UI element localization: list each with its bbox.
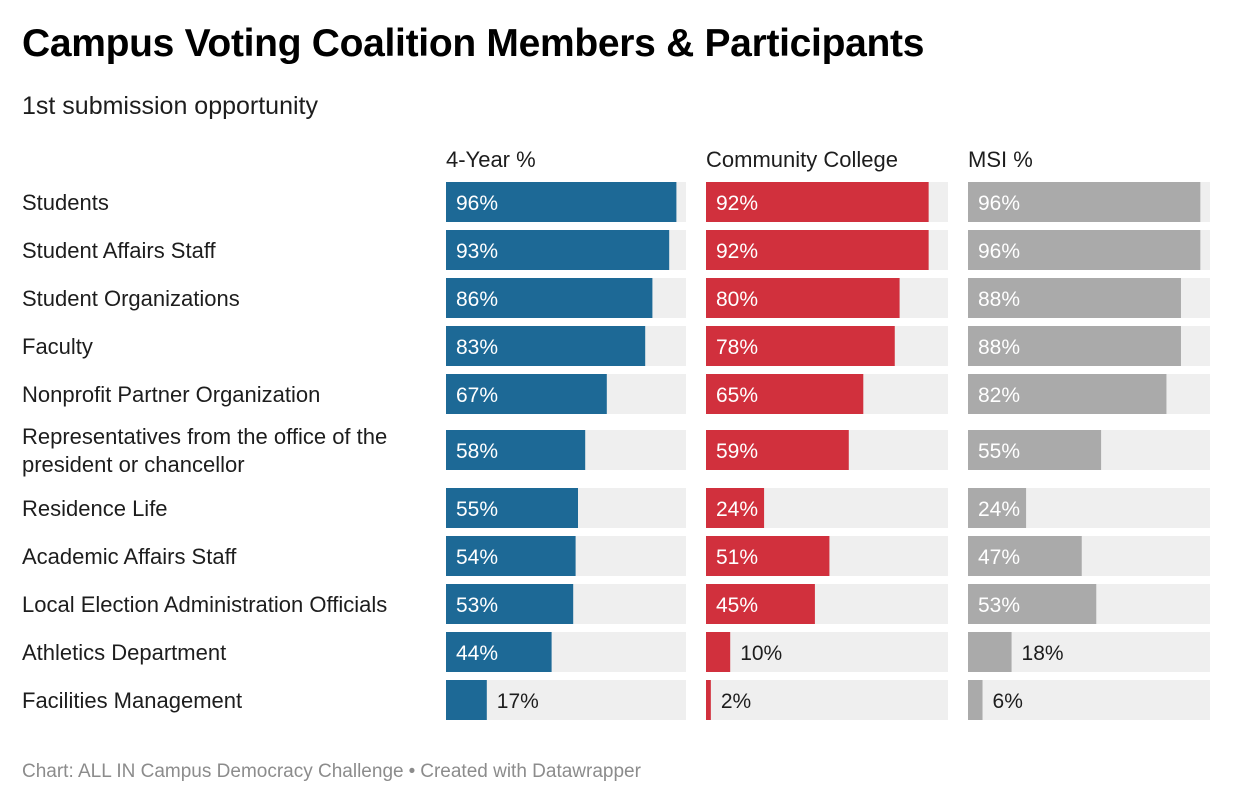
bar <box>446 230 670 270</box>
bar <box>446 430 586 470</box>
data-label: 47% <box>978 546 1020 569</box>
bar <box>446 584 574 624</box>
data-label: 58% <box>456 440 498 463</box>
bar <box>706 326 895 366</box>
data-label: 96% <box>456 192 498 215</box>
chart-footer: Chart: ALL IN Campus Democracy Challenge… <box>22 761 641 783</box>
category-label: Academic Affairs Staff <box>22 544 237 569</box>
bar <box>968 374 1167 414</box>
bar-track <box>706 680 948 720</box>
category-label: Faculty <box>22 334 93 359</box>
bar <box>446 278 653 318</box>
chart-title: Campus Voting Coalition Members & Partic… <box>22 22 925 65</box>
bar <box>968 278 1181 318</box>
footer-separator: • <box>408 761 416 782</box>
data-label: 54% <box>456 546 498 569</box>
data-label: 65% <box>716 384 758 407</box>
bar <box>446 488 578 528</box>
bar <box>706 488 765 528</box>
data-label: 86% <box>456 288 498 311</box>
bar-track <box>706 632 948 672</box>
bar <box>706 278 900 318</box>
category-label: Local Election Administration Officials <box>22 592 387 617</box>
bar <box>968 584 1097 624</box>
category-label: Student Organizations <box>22 286 240 311</box>
data-label: 96% <box>978 192 1020 215</box>
data-label: 88% <box>978 288 1020 311</box>
category-label: Nonprofit Partner Organization <box>22 382 320 407</box>
bar <box>968 632 1012 672</box>
data-label: 51% <box>716 546 758 569</box>
category-label: Student Affairs Staff <box>22 238 217 263</box>
bar <box>706 430 849 470</box>
bar <box>968 680 983 720</box>
bar <box>446 680 487 720</box>
bar-track <box>968 680 1210 720</box>
data-label: 53% <box>456 594 498 617</box>
bar <box>968 326 1181 366</box>
bar <box>446 374 607 414</box>
bar <box>706 374 864 414</box>
bar <box>706 632 731 672</box>
data-label: 44% <box>456 642 498 665</box>
data-label: 24% <box>716 498 758 521</box>
bar <box>968 182 1201 222</box>
column-header: MSI % <box>968 147 1033 172</box>
bar <box>446 632 552 672</box>
bar <box>446 182 677 222</box>
bar <box>706 584 815 624</box>
data-label: 2% <box>721 690 751 713</box>
column-header: 4-Year % <box>446 147 536 172</box>
bar <box>446 326 646 366</box>
data-label: 80% <box>716 288 758 311</box>
data-label: 92% <box>716 240 758 263</box>
data-label: 59% <box>716 440 758 463</box>
bar <box>706 536 830 576</box>
data-label: 82% <box>978 384 1020 407</box>
data-label: 6% <box>993 690 1023 713</box>
datawrapper-credit: Created with Datawrapper <box>420 761 641 782</box>
category-label: Residence Life <box>22 496 168 521</box>
data-label: 53% <box>978 594 1020 617</box>
data-label: 55% <box>456 498 498 521</box>
category-label: Students <box>22 190 109 215</box>
data-label: 93% <box>456 240 498 263</box>
data-label: 92% <box>716 192 758 215</box>
data-label: 96% <box>978 240 1020 263</box>
category-label: Athletics Department <box>22 640 226 665</box>
bar <box>446 536 576 576</box>
data-label: 45% <box>716 594 758 617</box>
source-credit: Chart: ALL IN Campus Democracy Challenge <box>22 761 404 782</box>
data-label: 18% <box>1022 642 1064 665</box>
data-label: 67% <box>456 384 498 407</box>
bar <box>968 536 1082 576</box>
chart-subtitle: 1st submission opportunity <box>22 92 318 120</box>
bar <box>706 182 929 222</box>
data-label: 17% <box>497 690 539 713</box>
column-header: Community College <box>706 147 898 172</box>
category-label: Facilities Management <box>22 688 242 713</box>
bar <box>968 230 1201 270</box>
data-label: 10% <box>740 642 782 665</box>
data-label: 24% <box>978 498 1020 521</box>
data-label: 83% <box>456 336 498 359</box>
category-label: Representatives from the office of the pr… <box>22 424 387 477</box>
bar <box>968 430 1102 470</box>
bar <box>706 230 929 270</box>
bar <box>706 680 711 720</box>
bar <box>968 488 1027 528</box>
data-label: 88% <box>978 336 1020 359</box>
data-label: 55% <box>978 440 1020 463</box>
data-label: 78% <box>716 336 758 359</box>
